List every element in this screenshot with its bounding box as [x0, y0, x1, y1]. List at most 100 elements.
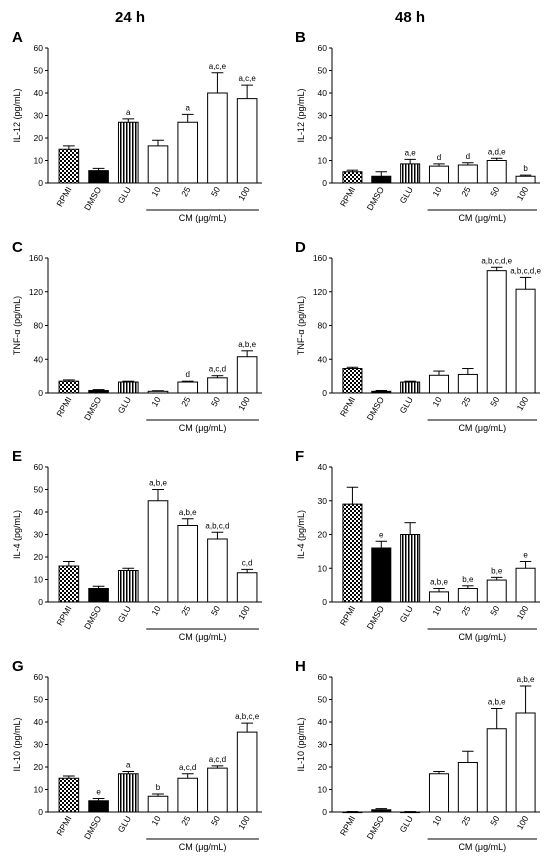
bar-glu: [117, 773, 139, 813]
y-tick-label: 50: [34, 66, 44, 76]
category-label: DMSO: [82, 395, 104, 422]
y-tick-label: 0: [322, 388, 327, 398]
y-tick-label: 0: [38, 388, 43, 398]
significance-label: a,b,c,d: [205, 521, 229, 530]
category-label: 100: [515, 185, 531, 203]
category-label: 50: [488, 814, 502, 827]
category-label: RPMI: [54, 814, 73, 837]
significance-label: a: [185, 103, 190, 112]
bar-100: [515, 712, 536, 813]
bar-50: [486, 160, 507, 184]
bar-10: [147, 145, 169, 184]
category-label: GLU: [116, 604, 133, 624]
y-tick-label: 10: [34, 156, 44, 166]
category-label: 25: [459, 604, 473, 617]
bar-rpmi: [342, 368, 363, 394]
chart-panel-a: A 0 10 20 30 40 50 60 IL-12 (pg/mL) RPMI DMSO a GLU 1…: [12, 29, 262, 223]
column-heading-24h: 24 h: [115, 9, 145, 26]
significance-label: a,c,d: [179, 763, 196, 772]
bar-100: [515, 567, 536, 603]
bar-100: [236, 572, 258, 603]
category-label: 25: [179, 814, 193, 827]
category-label: GLU: [397, 604, 414, 624]
category-label: 25: [459, 395, 473, 408]
panel-letter: D: [295, 239, 306, 256]
significance-label: b,e: [491, 566, 503, 575]
significance-label: e: [379, 530, 384, 539]
bar-10: [428, 773, 450, 813]
bar-25: [177, 777, 199, 813]
group-label: CM (μg/mL): [179, 632, 227, 642]
bar-dmso: [88, 389, 109, 394]
category-label: 25: [459, 185, 473, 198]
bar-glu: [400, 534, 421, 603]
bar-glu: [117, 121, 139, 184]
significance-label: c,d: [242, 558, 253, 567]
bar-100: [236, 731, 258, 813]
y-axis-label: IL-10 (pg/mL): [12, 717, 22, 771]
y-tick-label: 50: [34, 485, 44, 495]
category-label: 50: [209, 185, 223, 198]
bar-dmso: [88, 800, 109, 813]
category-label: 100: [236, 185, 252, 203]
y-tick-label: 60: [34, 672, 44, 682]
bar-glu: [400, 381, 421, 394]
significance-label: a,b,e: [430, 578, 448, 587]
significance-label: b: [523, 164, 528, 173]
category-label: DMSO: [82, 604, 104, 631]
y-tick-label: 20: [318, 530, 328, 540]
bar-glu: [117, 381, 139, 394]
y-tick-label: 20: [318, 762, 328, 772]
chart-panel-c: C 0 40 80 120 160 TNF-α (pg/mL) RPMI DMSO GLU 10 d 2…: [12, 239, 262, 433]
y-tick-label: 0: [38, 807, 43, 817]
bar-glu: [117, 570, 139, 603]
significance-label: a,b,e: [149, 479, 167, 488]
y-axis-label: IL-12 (pg/mL): [296, 88, 306, 142]
y-tick-label: 40: [318, 88, 328, 98]
significance-label: d: [437, 153, 441, 162]
bar-dmso: [371, 390, 392, 394]
category-label: 10: [430, 395, 444, 408]
category-label: 50: [488, 395, 502, 408]
significance-label: e: [523, 551, 528, 560]
category-label: 100: [515, 604, 531, 622]
y-tick-label: 30: [318, 111, 328, 121]
bar-glu: [400, 163, 421, 184]
bar-25: [457, 762, 478, 813]
significance-label: e: [96, 788, 101, 797]
y-tick-label: 0: [38, 597, 43, 607]
significance-label: b,e: [462, 575, 474, 584]
category-label: 50: [488, 185, 502, 198]
panel-letter: F: [295, 448, 304, 465]
category-label: GLU: [397, 395, 414, 415]
category-label: 100: [236, 395, 252, 413]
significance-label: a,c,e: [238, 74, 256, 83]
category-label: 50: [209, 814, 223, 827]
group-label: CM (μg/mL): [458, 213, 506, 223]
significance-label: d: [466, 152, 470, 161]
y-axis-label: IL-10 (pg/mL): [296, 717, 306, 771]
bar-50: [207, 92, 228, 184]
category-label: 10: [149, 395, 163, 408]
group-label: CM (μg/mL): [179, 842, 227, 852]
chart-panel-f: F 0 10 20 30 40 IL-4 (pg/mL) RPMI e DMSO GLU a,b,e 1…: [295, 448, 540, 642]
panel-letter: B: [295, 29, 306, 46]
bar-rpmi: [58, 148, 80, 184]
bar-50: [207, 538, 228, 603]
bar-10: [147, 795, 169, 813]
y-tick-label: 30: [318, 740, 328, 750]
y-tick-label: 10: [318, 563, 328, 573]
significance-label: a: [126, 108, 131, 117]
category-label: 50: [488, 604, 502, 617]
chart-panel-h: H 0 10 20 30 40 50 60 IL-10 (pg/mL) RPMI DMSO GLU 10…: [295, 658, 540, 852]
y-tick-label: 120: [313, 287, 327, 297]
bar-rpmi: [342, 811, 363, 814]
category-label: GLU: [116, 395, 133, 415]
y-tick-label: 40: [34, 88, 44, 98]
bar-25: [177, 381, 199, 394]
y-tick-label: 20: [34, 133, 44, 143]
y-tick-label: 40: [34, 717, 44, 727]
group-label: CM (μg/mL): [458, 632, 506, 642]
significance-label: b: [156, 783, 161, 792]
y-tick-label: 0: [322, 597, 327, 607]
